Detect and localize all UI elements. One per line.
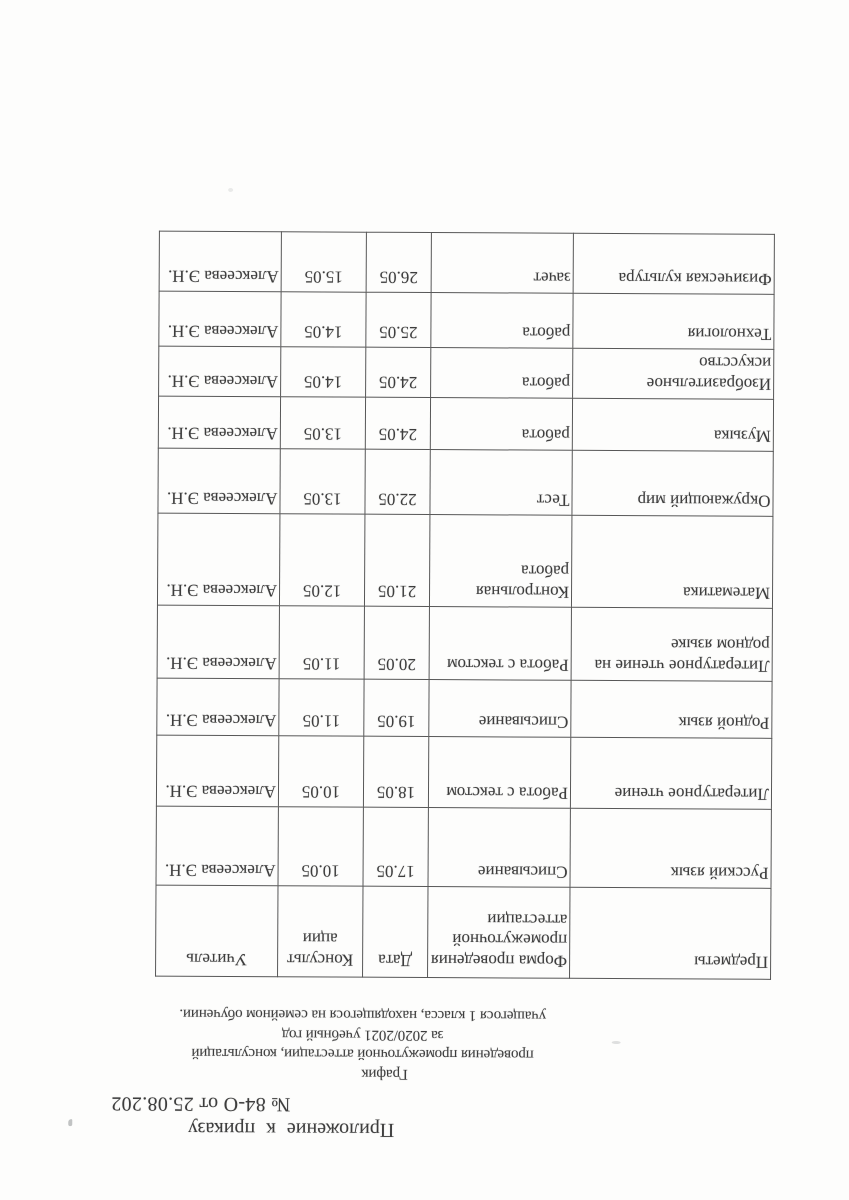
header-date: Дата xyxy=(362,886,428,978)
teacher-cell: Алексеева Э.Н. xyxy=(158,291,282,347)
table-row: Литературное чтение Работа с текстом 18.… xyxy=(156,735,772,810)
teacher-cell: Алексеева Э.Н. xyxy=(159,231,282,292)
subject-cell: Русский язык xyxy=(569,808,772,889)
table-row: Родной язык Списывание 19.05 11.05 Алекс… xyxy=(156,678,773,739)
date-cell: 24.05 xyxy=(365,397,431,450)
date-cell: 19.05 xyxy=(363,679,430,737)
table-row: Литературное чтение на родном языке Рабо… xyxy=(157,605,773,682)
table-row: Русский язык Списывание 17.05 10.05 Алек… xyxy=(156,806,772,889)
table-row: Физическая культура зачет 26.05 15.05 Ал… xyxy=(159,231,775,295)
consult-cell: 11.05 xyxy=(279,605,365,680)
date-cell: 21.05 xyxy=(364,514,430,607)
form-cell: Списывание xyxy=(428,679,572,738)
date-cell: 22.05 xyxy=(364,449,431,515)
title-line3: за 2020/2021 учебный год xyxy=(281,1026,444,1044)
header-teacher: Учитель xyxy=(155,885,279,977)
document-title: График проведения промежуточной аттестац… xyxy=(12,1003,712,1085)
subject-cell: Родной язык xyxy=(570,680,773,739)
teacher-cell: Алексеева Э.Н. xyxy=(158,396,281,449)
attestation-schedule-table: Предметы Форма проведения промежуточной … xyxy=(155,231,775,980)
teacher-cell: Алексеева Э.Н. xyxy=(157,448,281,514)
consult-cell: 13.05 xyxy=(279,448,366,515)
date-cell: 18.05 xyxy=(363,736,429,808)
scan-speck xyxy=(228,187,234,192)
scan-speck xyxy=(611,1040,621,1045)
header-form: Форма проведения промежуточной аттестаци… xyxy=(427,886,570,979)
annex-line1: Приложение к приказу xyxy=(187,1117,395,1141)
teacher-cell: Алексеева Э.Н. xyxy=(158,346,281,397)
consult-cell: 11.05 xyxy=(278,678,365,737)
form-cell: Списывание xyxy=(427,807,571,888)
form-cell: Тест xyxy=(429,449,573,516)
annex-line2: № 84-О от 25.08.202 xyxy=(110,1092,291,1116)
consult-cell: 13.05 xyxy=(280,396,366,450)
date-cell: 25.05 xyxy=(365,292,432,348)
table-row: Музыка работа 24.05 13.05 Алексеева Э.Н. xyxy=(158,396,774,452)
form-cell: работа xyxy=(430,347,573,399)
date-cell: 20.05 xyxy=(364,606,430,680)
title-line4: учащегося 1 класса, находящегося на семе… xyxy=(179,1006,547,1025)
teacher-cell: Алексеева Э.Н. xyxy=(157,605,280,679)
subject-cell: Окружающий мир xyxy=(571,450,774,517)
subject-cell: Изобразительное искусство xyxy=(572,348,774,400)
consult-cell: 15.05 xyxy=(281,231,367,293)
consult-cell: 14.05 xyxy=(280,291,367,348)
header-row: Предметы Форма проведения промежуточной … xyxy=(155,885,771,980)
teacher-cell: Алексеева Э.Н. xyxy=(156,735,279,807)
title-line2: проведения промежуточной аттестации, кон… xyxy=(191,1045,534,1064)
date-cell: 26.05 xyxy=(366,232,432,293)
consult-cell: 10.05 xyxy=(278,806,364,887)
table-row: Технология работа 25.05 14.05 Алексеева … xyxy=(158,291,775,350)
table-row: Математика Контрольная работа 21.05 12.0… xyxy=(157,513,773,609)
form-cell: зачет xyxy=(431,232,574,294)
form-cell: работа xyxy=(430,292,574,349)
title-line1: График xyxy=(361,1065,408,1082)
date-cell: 24.05 xyxy=(365,347,431,398)
form-cell: работа xyxy=(430,397,573,451)
scan-speck xyxy=(68,1119,73,1127)
subject-cell: Физическая культура xyxy=(573,233,775,295)
table-row: Окружающий мир Тест 22.05 13.05 Алексеев… xyxy=(157,448,774,517)
consult-cell: 10.05 xyxy=(278,735,364,808)
subject-cell: Литературное чтение на родном языке xyxy=(571,607,773,682)
form-cell: Контрольная работа xyxy=(429,514,572,608)
table-row: Изобразительное искусство работа 24.05 1… xyxy=(158,346,774,400)
annex-note: Приложение к приказу № 84-О от 25.08.202 xyxy=(111,1090,395,1141)
consult-cell: 12.05 xyxy=(279,513,365,607)
subject-cell: Музыка xyxy=(572,398,774,452)
header-consult: Консульт ации xyxy=(277,885,364,978)
date-cell: 17.05 xyxy=(363,807,429,887)
form-cell: Работа с текстом xyxy=(428,736,571,809)
teacher-cell: Алексеева Э.Н. xyxy=(157,513,280,606)
subject-cell: Литературное чтение xyxy=(570,737,772,810)
subject-cell: Технология xyxy=(572,293,775,350)
teacher-cell: Алексеева Э.Н. xyxy=(156,678,280,736)
form-cell: Работа с текстом xyxy=(429,606,572,681)
subject-cell: Математика xyxy=(571,515,773,609)
teacher-cell: Алексеева Э.Н. xyxy=(156,806,279,886)
consult-cell: 14.05 xyxy=(280,346,366,398)
header-subjects: Предметы xyxy=(569,887,771,980)
